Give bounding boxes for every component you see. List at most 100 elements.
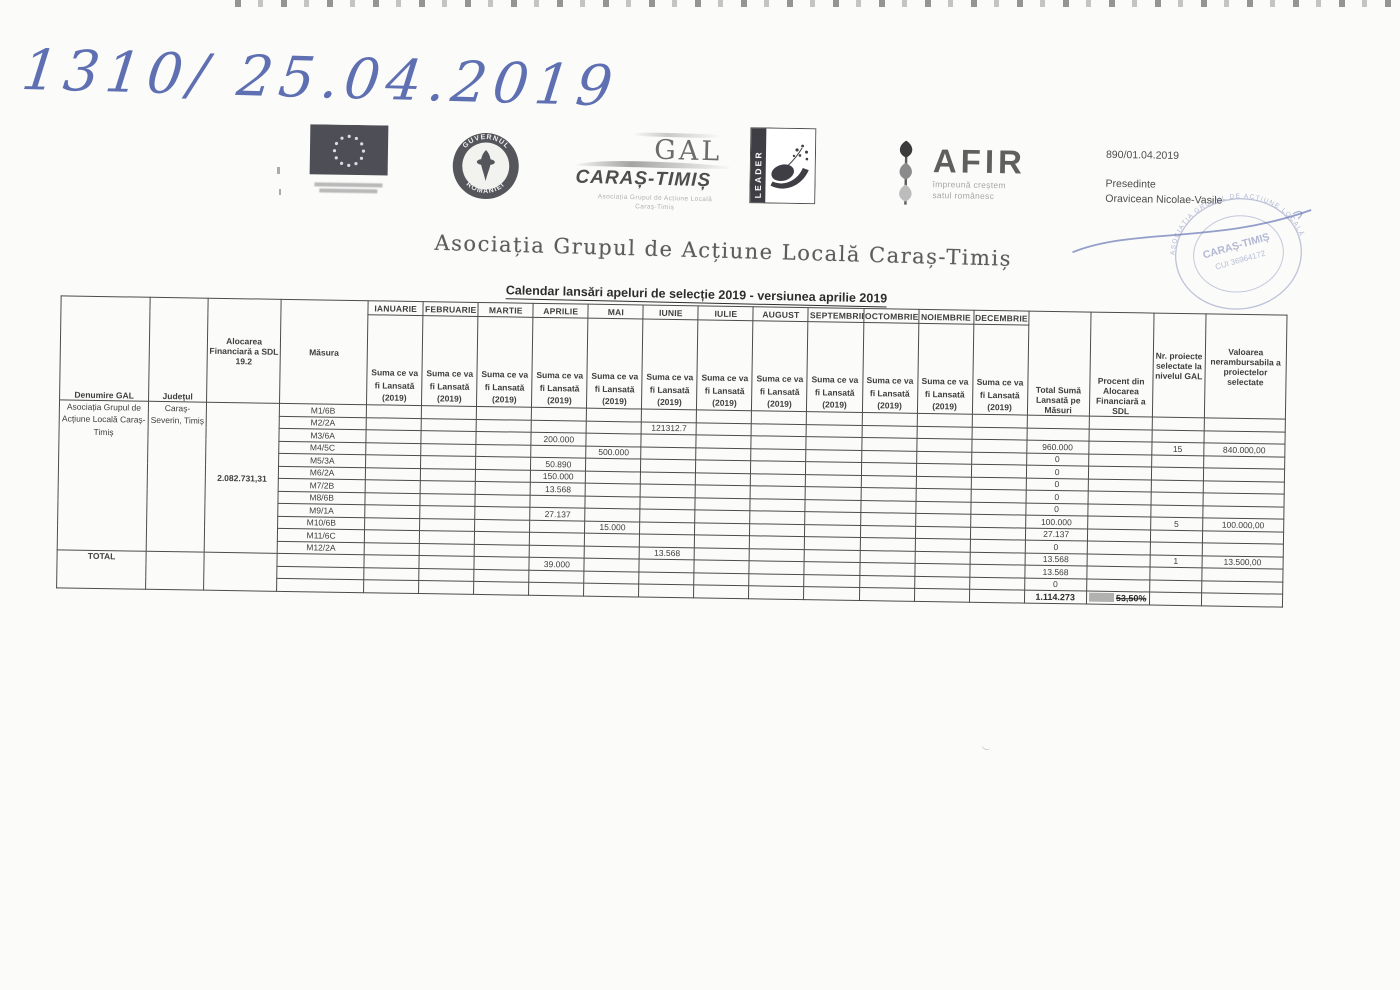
month-value-noiembrie [915, 463, 972, 477]
month-value-februarie [419, 555, 475, 569]
leader-logo-image: LEADER [749, 127, 817, 205]
month-value-ianuarie [364, 542, 420, 556]
month-value-decembrie [970, 476, 1027, 491]
round-ink-stamp: ASOCIAȚIA GRUPUL DE ACȚIUNE LOCALĂ CARAȘ… [1148, 174, 1330, 334]
nr-proiecte-cell [1151, 467, 1204, 481]
month-value-iunie [641, 409, 697, 423]
month-value-octombrie [861, 437, 917, 451]
procent-cell [1087, 528, 1151, 543]
month-value-septembrie [804, 561, 860, 575]
month-value-august [750, 473, 806, 487]
gal-logo-region: CARAȘ-TIMIȘ [575, 166, 712, 192]
month-value-februarie [419, 518, 475, 532]
month-value-martie [473, 581, 530, 595]
judet-cell: Caraș-Severin, Timiș [146, 401, 207, 553]
month-value-iulie [694, 547, 750, 561]
month-value-ianuarie [364, 517, 420, 531]
month-value-martie [475, 493, 531, 508]
month-value-mai [585, 458, 642, 472]
month-value-decembrie [971, 426, 1027, 441]
document-title: Asociația Grupul de Acțiune Locală Caraș… [434, 230, 1013, 271]
procent-cell [1088, 441, 1152, 455]
gal-caras-timis-logo: GAL CARAȘ-TIMIȘ Asociația Grupul de Acți… [575, 131, 737, 214]
col-header-nr-proiecte: Nr. proiecte selectate la nivelul GAL [1152, 313, 1206, 418]
month-value-august [750, 510, 806, 525]
reference-number: 890/01.04.2019 [1105, 148, 1180, 162]
month-subheader: Suma ce va fi Lansată (2019) [696, 319, 754, 411]
month-value-august [750, 498, 806, 512]
leader-logo-text: LEADER [753, 150, 764, 198]
month-value-iulie [694, 572, 750, 586]
month-value-aprilie [531, 407, 587, 421]
month-value-ianuarie [364, 554, 420, 569]
month-value-martie [475, 443, 532, 458]
month-value-februarie [419, 543, 475, 557]
month-value-februarie [421, 405, 477, 419]
procent-redaction-box [1088, 592, 1115, 602]
stamp-image: ASOCIAȚIA GRUPUL DE ACȚIUNE LOCALĂ CARAȘ… [1162, 184, 1307, 310]
month-value-aprilie [528, 582, 585, 596]
month-value-mai [583, 583, 640, 597]
month-value-august [749, 523, 806, 537]
month-value-august [751, 410, 807, 425]
month-header-ianuarie: IANUARIE [368, 300, 424, 316]
month-value-septembrie [804, 549, 860, 563]
eu-caption-blur-line [319, 188, 378, 194]
month-value-martie [475, 481, 531, 495]
month-value-noiembrie [914, 550, 970, 565]
nr-proiecte-cell: 1 [1149, 554, 1202, 568]
month-subheader: Suma ce va fi Lansată (2019) [531, 317, 589, 409]
gov-romania-seal: GUVERNUL ROMÂNIEI [451, 132, 520, 206]
month-value-mai [585, 508, 641, 522]
month-value-mai [585, 470, 641, 485]
month-value-septembrie [806, 411, 862, 425]
procent-value: 53,50% [1115, 592, 1147, 604]
month-header-mai: MAI [588, 304, 644, 320]
month-header-iulie: IULIE [698, 305, 754, 321]
month-value-decembrie [969, 551, 1025, 566]
total-suma-cell: 960.000 [1026, 440, 1089, 454]
month-value-februarie [421, 418, 477, 432]
nr-proiecte-cell [1151, 454, 1204, 468]
month-value-iulie [695, 497, 751, 511]
month-header-noiembrie: NOIEMBRIE [918, 309, 974, 325]
grand-total-suma: 1.114.273 [1024, 590, 1087, 604]
month-value-mai [584, 570, 640, 585]
month-value-decembrie [971, 464, 1027, 478]
total-suma-cell: 0 [1025, 502, 1088, 517]
month-value-ianuarie [365, 467, 421, 481]
month-value-decembrie [970, 501, 1026, 516]
month-value-octombrie [859, 549, 915, 564]
month-subheader: Suma ce va fi Lansată (2019) [971, 324, 1029, 416]
month-value-decembrie [969, 576, 1025, 591]
month-value-octombrie [859, 537, 915, 551]
month-value-iunie [640, 471, 696, 485]
month-subheader: Suma ce va fi Lansată (2019) [586, 318, 644, 410]
month-value-martie [474, 543, 530, 558]
month-value-decembrie [969, 589, 1025, 603]
month-value-septembrie [806, 436, 862, 450]
month-value-mai [584, 558, 640, 572]
month-value-august [749, 535, 805, 550]
afir-logo-name: AFIR [932, 142, 1027, 181]
month-value-noiembrie [916, 438, 972, 452]
scan-speck [277, 167, 280, 174]
nr-proiecte-cell [1149, 542, 1203, 556]
month-value-februarie [418, 580, 475, 594]
month-value-august [751, 448, 807, 462]
masura-cell [276, 578, 364, 593]
month-value-februarie [420, 480, 476, 494]
month-value-aprilie: 150.000 [530, 469, 586, 484]
procent-cell [1086, 566, 1150, 580]
month-value-iunie [640, 509, 696, 523]
month-value-august [750, 485, 806, 500]
total-suma-cell: 13.568 [1024, 552, 1087, 567]
month-value-septembrie [805, 461, 862, 475]
month-value-mai [586, 433, 642, 447]
month-value-decembrie [971, 439, 1027, 453]
month-value-martie [474, 568, 530, 583]
month-value-septembrie [803, 586, 860, 600]
nr-proiecte-cell [1150, 492, 1203, 506]
month-value-martie [474, 531, 530, 545]
total-row-label: TOTAL [56, 549, 147, 589]
